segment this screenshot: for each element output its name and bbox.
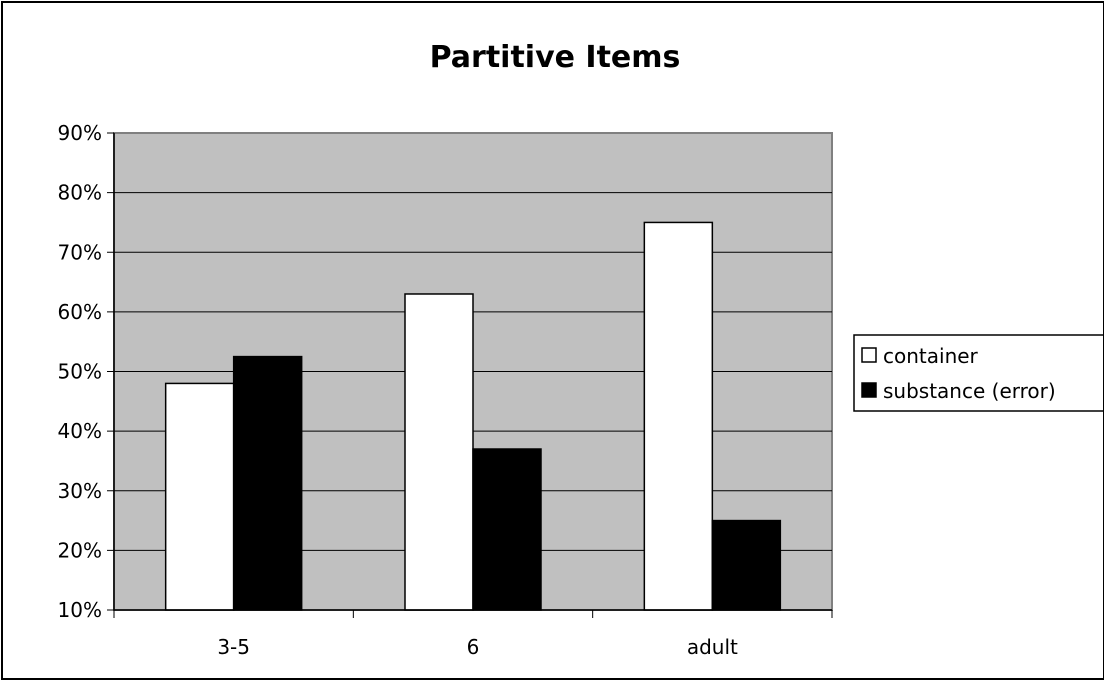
legend-swatch-substance xyxy=(861,382,877,398)
y-tick-label: 30% xyxy=(58,479,102,503)
bar-substance-3-5 xyxy=(232,355,303,611)
bar-container-6 xyxy=(404,293,474,611)
x-tick-label: 6 xyxy=(467,635,480,659)
x-tick-label: 3-5 xyxy=(217,635,250,659)
y-tick-label: 20% xyxy=(58,538,102,562)
x-tick-labels: 3-5 6 adult xyxy=(217,635,738,659)
axes xyxy=(107,132,833,618)
y-tick-labels: 10% 20% 30% 40% 50% 60% 70% 80% 90% xyxy=(58,121,102,622)
legend-swatch-container xyxy=(861,347,877,363)
bar-chart: Partitive Items 10% 20% 30% 40% 50% 60% 70% 80%… xyxy=(58,40,1103,659)
legend-label-substance: substance (error) xyxy=(883,379,1056,403)
y-tick-label: 40% xyxy=(58,419,102,443)
y-tick-label: 50% xyxy=(58,360,102,384)
y-tick-label: 10% xyxy=(58,598,102,622)
bar-substance-6 xyxy=(472,448,542,611)
bars xyxy=(164,221,782,611)
bar-substance-adult xyxy=(711,519,782,611)
legend-box xyxy=(853,334,1103,412)
legend: container substance (error) xyxy=(853,334,1103,412)
bar-container-3-5 xyxy=(164,382,235,611)
y-tick-label: 80% xyxy=(58,181,102,205)
bar-container-adult xyxy=(643,221,714,611)
y-tick-label: 60% xyxy=(58,300,102,324)
y-tick-label: 90% xyxy=(58,121,102,145)
x-tick-label: adult xyxy=(687,635,738,659)
legend-label-container: container xyxy=(883,344,979,368)
y-tick-label: 70% xyxy=(58,240,102,264)
chart-title: Partitive Items xyxy=(430,40,681,75)
